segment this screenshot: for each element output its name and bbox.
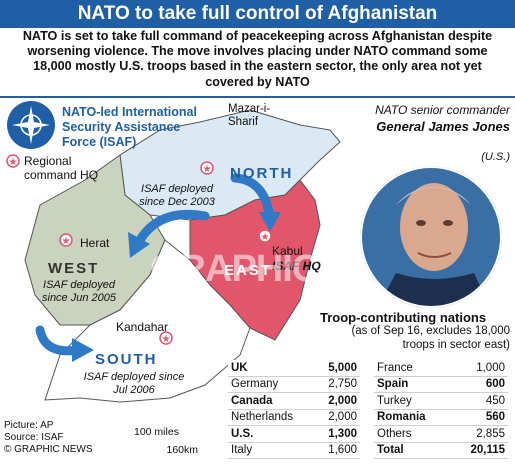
troop-count-cell: 5,000 <box>315 360 360 377</box>
region-north-label: NORTH <box>230 165 294 182</box>
source-credit: Source: ISAF <box>4 432 64 443</box>
country-cell: Turkey <box>374 392 451 410</box>
copyright: © GRAPHIC NEWS <box>4 444 93 455</box>
country-cell: Canada <box>228 392 316 410</box>
table-row: Italy 1,600 <box>228 442 360 459</box>
table-row: Romania 560 <box>374 409 508 426</box>
svg-text:★: ★ <box>261 232 270 243</box>
table-row: U.S. 1,300 <box>228 425 360 443</box>
troops-table-right: France 1,000 Spain 600 Turkey 450 Romania 560 Ot… <box>374 360 508 459</box>
hq-marker-kandahar: ★ <box>159 331 173 345</box>
troops-title: Troop-contributing nations <box>320 310 487 325</box>
divider <box>0 96 515 98</box>
country-cell: U.S. <box>228 425 316 443</box>
troops-note: (as of Sep 16, excludes 18,000 troops in… <box>351 325 510 351</box>
country-cell: Romania <box>374 409 451 426</box>
footer: Picture: AP Source: ISAF © GRAPHIC NEWS <box>4 420 93 456</box>
troop-count-cell: 1,300 <box>315 425 360 443</box>
city-mazar: Mazar-i-Sharif <box>228 103 271 128</box>
isaf-legend-label: NATO-led International Security Assistan… <box>62 105 197 149</box>
troop-count-cell: 2,000 <box>315 392 360 410</box>
nato-logo-icon <box>7 101 55 149</box>
commander-country: (U.S.) <box>481 151 510 163</box>
hq-marker-herat: ★ <box>59 233 73 247</box>
country-cell: France <box>374 360 451 377</box>
intro-text: NATO is set to take full command of peac… <box>22 29 493 89</box>
table-row: Total 20,115 <box>374 442 508 459</box>
star-icon: ★ <box>6 154 20 168</box>
table-row: Germany 2,750 <box>228 376 360 393</box>
troops-table-left: UK 5,000 Germany 2,750 Canada 2,000 Netherland… <box>228 360 360 459</box>
arrow-north-west-head <box>128 232 150 258</box>
arrow-west-south-head <box>72 338 94 362</box>
north-note: ISAF deployed since Dec 2003 <box>139 183 215 208</box>
table-row: Netherlands 2,000 <box>228 409 360 426</box>
table-row: Canada 2,000 <box>228 392 360 410</box>
table-row: UK 5,000 <box>228 360 360 377</box>
commander-name: General James Jones <box>376 119 510 134</box>
region-south-label: SOUTH <box>95 351 158 368</box>
svg-text:★: ★ <box>203 164 212 175</box>
country-cell: Spain <box>374 376 451 393</box>
scale-km: 160km <box>166 444 198 456</box>
troop-count-cell: 600 <box>450 376 508 393</box>
hq-legend-label: Regional command HQ <box>24 154 99 182</box>
troop-count-cell: 450 <box>450 392 508 410</box>
table-row: Spain 600 <box>374 376 508 393</box>
hq-marker-kabul: ★ <box>258 229 272 243</box>
city-herat: Herat <box>80 236 110 250</box>
troop-count-cell: 1,600 <box>315 442 360 459</box>
table-row: France 1,000 <box>374 360 508 377</box>
commander-photo <box>360 166 502 308</box>
south-note: ISAF deployed since Jul 2006 <box>83 371 185 396</box>
west-note: ISAF deployed since Jun 2005 <box>42 279 116 304</box>
picture-credit: Picture: AP <box>4 420 54 431</box>
table-row: Others 2,855 <box>374 425 508 443</box>
page-title: NATO to take full control of Afghanistan <box>0 0 515 28</box>
commander-role: NATO senior commander <box>375 103 510 117</box>
hq-marker-mazar: ★ <box>200 161 214 175</box>
country-cell: UK <box>228 360 316 377</box>
country-cell: Total <box>374 442 451 459</box>
arrow-north-east-head <box>259 212 281 232</box>
svg-text:★: ★ <box>9 157 18 168</box>
arrow-north-west <box>135 209 210 245</box>
svg-text:★: ★ <box>62 236 71 247</box>
region-east-label: EAST <box>224 262 273 279</box>
troop-count-cell: 2,750 <box>315 376 360 393</box>
table-row: Turkey 450 <box>374 392 508 410</box>
country-cell: Germany <box>228 376 316 393</box>
city-kabul-hq: ISAF HQ <box>272 259 321 273</box>
troop-count-cell: 2,000 <box>315 409 360 426</box>
country-cell: Others <box>374 425 451 443</box>
afghanistan-map: ★ ★ ★ ★ <box>24 109 341 403</box>
scale-miles: 100 miles <box>134 426 179 438</box>
troop-count-cell: 560 <box>450 409 508 426</box>
country-cell: Netherlands <box>228 409 316 426</box>
region-west-label: WEST <box>48 260 100 277</box>
country-cell: Italy <box>228 442 316 459</box>
scale-labels: 100 miles 160km <box>134 426 198 456</box>
city-kandahar: Kandahar <box>116 320 169 334</box>
city-kabul: Kabul <box>272 244 303 258</box>
svg-text:★: ★ <box>162 334 171 345</box>
troop-count-cell: 1,000 <box>450 360 508 377</box>
troop-count-cell: 20,115 <box>450 442 508 459</box>
south-region <box>44 239 251 403</box>
troop-count-cell: 2,855 <box>450 425 508 443</box>
